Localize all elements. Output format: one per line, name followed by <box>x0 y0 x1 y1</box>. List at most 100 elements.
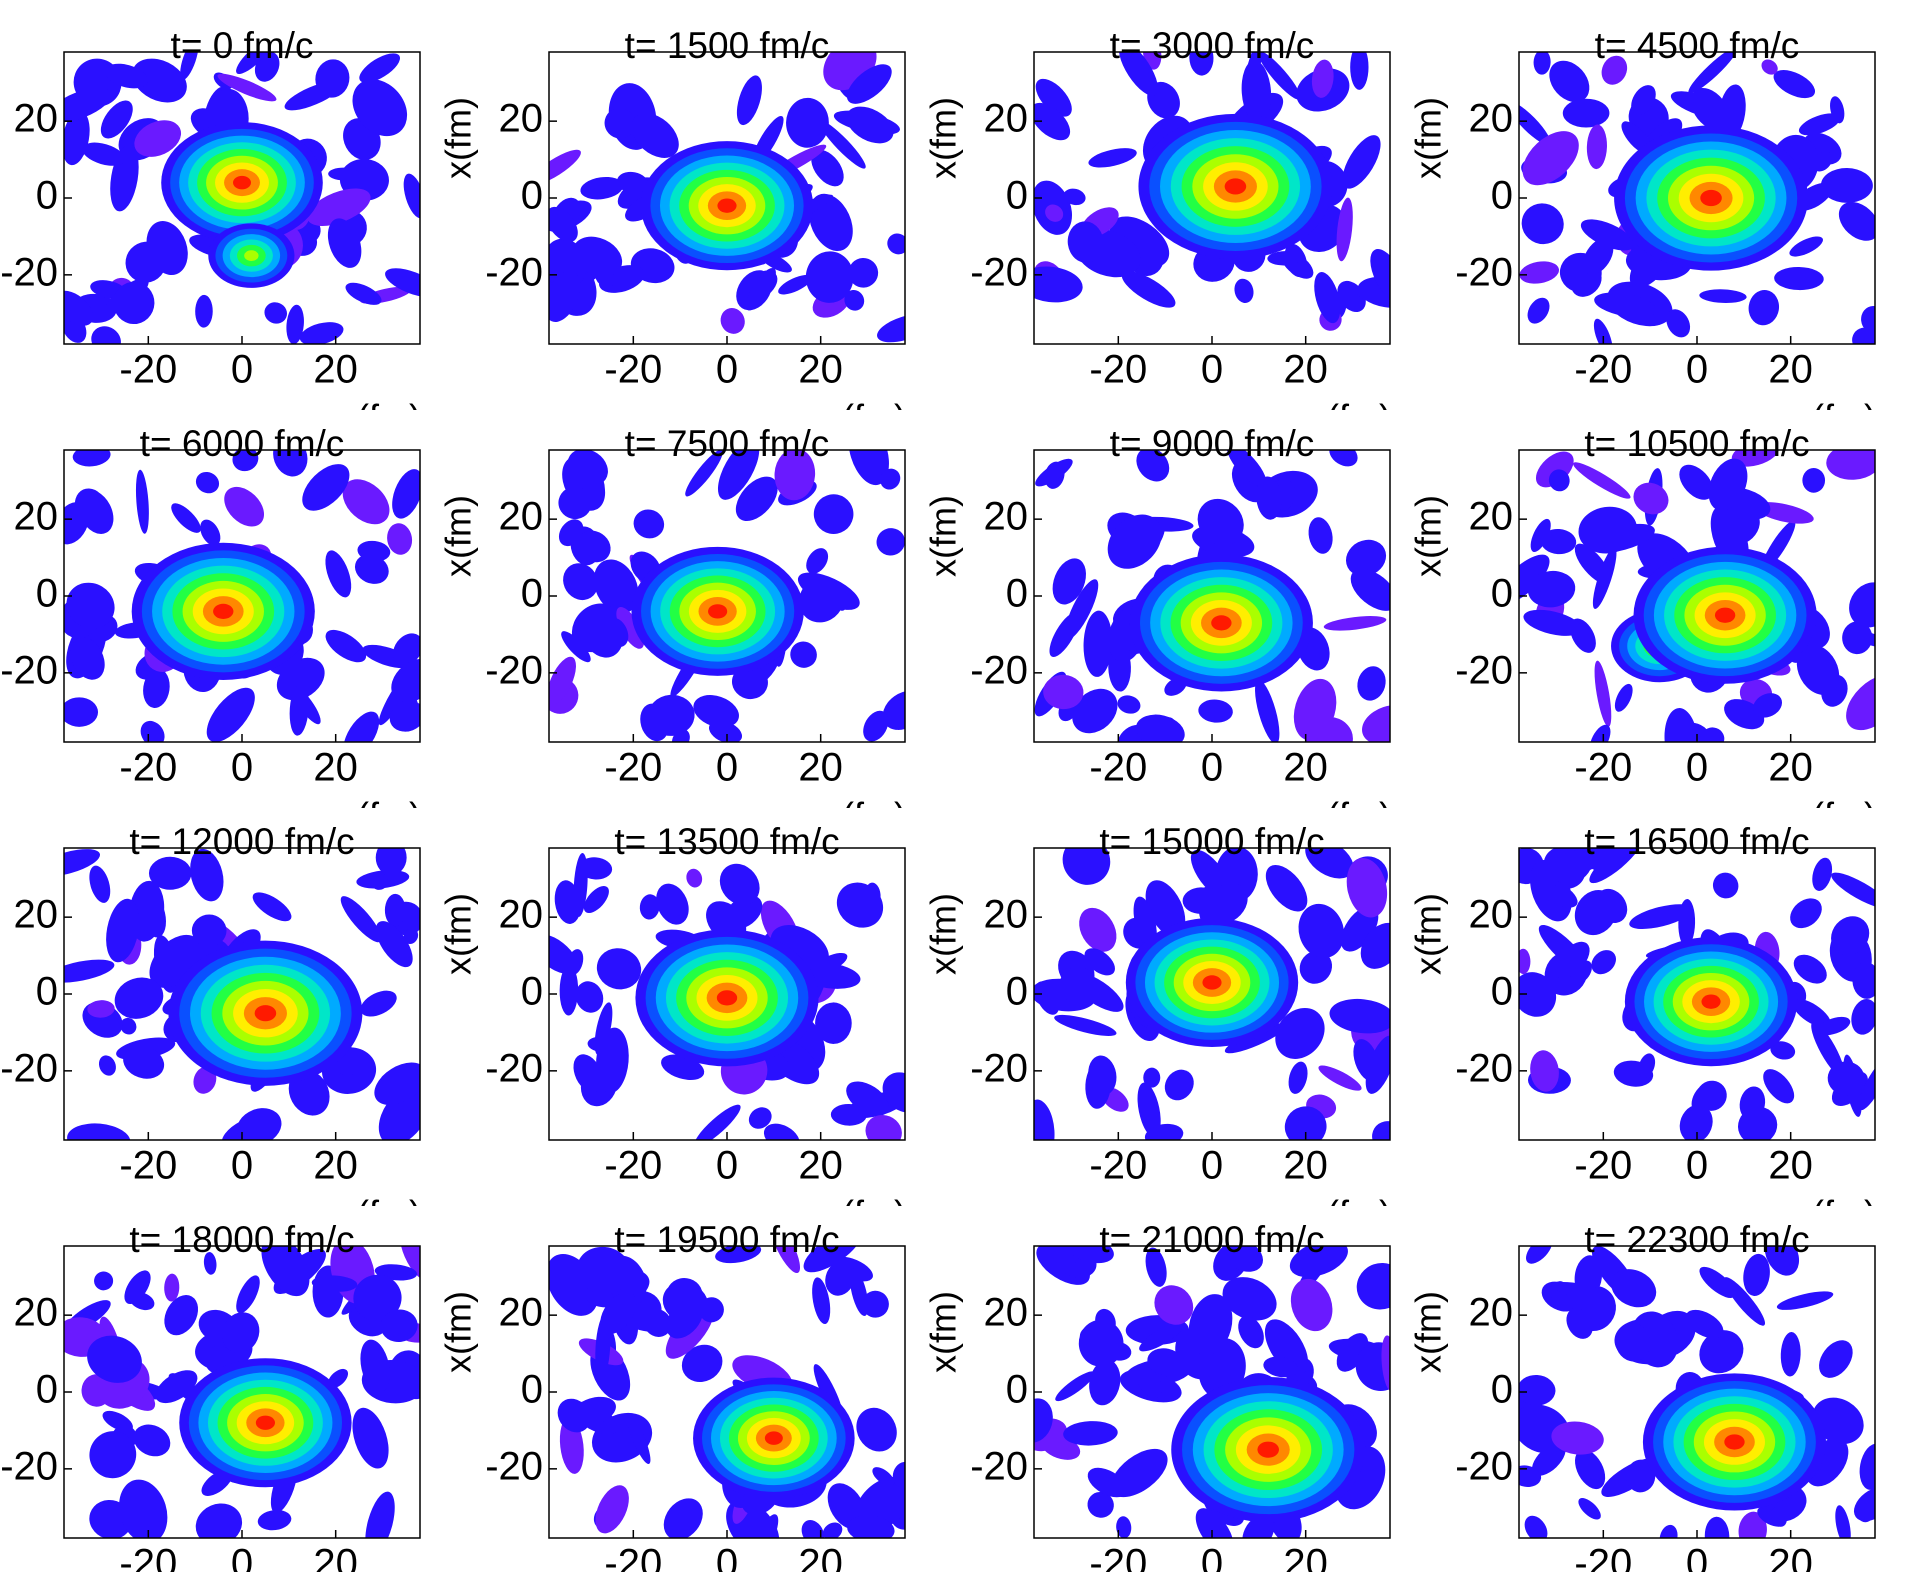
fluctuation <box>715 1246 762 1264</box>
panel: -20 0 20 -20 0 20 t= 19500 fm/c x(fm) <box>438 1219 906 1572</box>
fluctuation <box>1204 883 1248 925</box>
chart-title: t= 19500 fm/c <box>614 1219 839 1260</box>
y-tick-label: -20 <box>970 1444 1028 1488</box>
peaks <box>631 546 804 676</box>
x-label-group: z(fm) <box>1309 1193 1391 1234</box>
fluctuation <box>224 486 265 527</box>
fluctuation <box>1798 113 1841 136</box>
fluctuation <box>865 1114 902 1140</box>
fluctuation <box>94 1271 114 1291</box>
fluctuation <box>848 450 889 486</box>
x-axis-label: z(fm) <box>1309 1193 1391 1234</box>
fluctuation <box>573 1054 603 1093</box>
y-tick-label: 0 <box>36 174 58 218</box>
fluctuation <box>1519 1465 1542 1487</box>
fluctuation <box>1629 904 1693 929</box>
peaks <box>1138 113 1333 260</box>
fluctuation <box>1723 1277 1766 1326</box>
chart-title: t= 21000 fm/c <box>1099 1219 1324 1260</box>
fluctuation <box>299 322 344 344</box>
fluctuation <box>391 658 420 703</box>
peaks <box>1624 937 1798 1067</box>
fluctuation <box>1329 450 1358 467</box>
chart-title: t= 1500 fm/c <box>625 25 830 66</box>
y-tick-label: 20 <box>499 97 544 141</box>
fluctuation <box>311 1275 358 1292</box>
fluctuation <box>1308 517 1333 554</box>
y-axis-label: x(fm) <box>1408 495 1449 577</box>
fluctuation <box>1586 124 1607 170</box>
fluctuation <box>1164 1069 1194 1101</box>
fluctuation <box>583 885 609 914</box>
x-tick-label: 20 <box>1283 1542 1328 1572</box>
fluctuation <box>307 188 371 226</box>
fluctuation <box>98 1055 116 1076</box>
fluctuation <box>195 1503 243 1538</box>
fluctuation <box>1748 289 1780 326</box>
fluctuation <box>1858 1059 1875 1111</box>
fluctuation <box>1790 898 1822 929</box>
fluctuation <box>64 849 101 877</box>
x-tick-label: -20 <box>119 1542 177 1572</box>
density-level <box>708 604 728 619</box>
fluctuation <box>1083 610 1113 677</box>
x-tick-label: -20 <box>119 1144 177 1188</box>
fluctuation <box>717 450 760 500</box>
fluctuation <box>805 251 854 303</box>
fluctuation <box>352 79 408 137</box>
x-axis-label: z(fm) <box>339 795 421 836</box>
fluctuation <box>190 848 224 902</box>
fluctuation <box>1770 1041 1796 1060</box>
fluctuation <box>892 1461 905 1488</box>
fluctuation <box>596 948 642 990</box>
fluctuation <box>1611 1269 1657 1308</box>
y-tick-label: 0 <box>1006 174 1028 218</box>
y-axis-label: x(fm) <box>923 495 964 577</box>
fluctuation <box>291 685 321 725</box>
fluctuation <box>328 167 360 181</box>
y-axis-label: x(fm) <box>923 1291 964 1373</box>
fluctuation <box>370 872 388 890</box>
x-tick-label: -20 <box>1089 1542 1147 1572</box>
fluctuation <box>812 1277 831 1325</box>
fluctuation <box>616 171 649 194</box>
fluctuation <box>844 290 865 311</box>
x-axis-label: z(fm) <box>1794 1193 1876 1234</box>
fluctuation <box>880 468 901 490</box>
fluctuation <box>1063 188 1086 206</box>
fluctuation <box>232 450 259 472</box>
fluctuation <box>1592 547 1617 609</box>
density-level <box>1257 1441 1279 1458</box>
x-tick-label: 20 <box>798 1542 843 1572</box>
fluctuation <box>1356 1262 1390 1310</box>
fluctuation <box>594 1002 613 1055</box>
fluctuation <box>1589 724 1611 742</box>
peaks <box>640 141 814 271</box>
y-tick-label: 20 <box>499 495 544 539</box>
fluctuation <box>1699 1330 1744 1374</box>
fluctuation <box>74 488 107 524</box>
x-tick-label: 0 <box>716 1144 738 1188</box>
fluctuation <box>1843 1054 1862 1117</box>
fluctuation <box>1154 1285 1194 1325</box>
fluctuation <box>1552 1281 1613 1301</box>
fluctuation <box>1353 1039 1380 1082</box>
fluctuation <box>1851 999 1875 1035</box>
fluctuation <box>778 274 812 295</box>
fluctuation <box>106 898 140 963</box>
x-tick-label: 0 <box>231 746 253 790</box>
x-label-group: z(fm) <box>339 795 421 836</box>
fluctuation <box>549 656 576 705</box>
fluctuation <box>790 641 817 668</box>
y-tick-label: -20 <box>0 1444 58 1488</box>
fluctuation <box>1136 450 1170 482</box>
fluctuation <box>1293 678 1337 741</box>
fluctuation <box>1773 70 1816 99</box>
fluctuation <box>1345 539 1387 577</box>
x-tick-label: 20 <box>1768 1144 1813 1188</box>
fluctuation <box>1290 1278 1333 1332</box>
fluctuation <box>786 97 829 148</box>
y-tick-label: 0 <box>1491 572 1513 616</box>
fluctuation <box>575 981 604 1013</box>
